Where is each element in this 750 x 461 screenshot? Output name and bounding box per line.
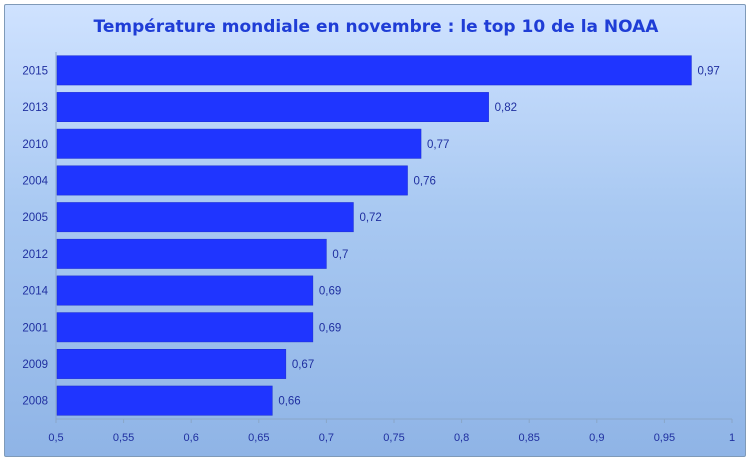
x-tick-label: 0,55 (113, 432, 134, 444)
x-tick-label: 0,95 (654, 432, 675, 444)
x-tick-label: 1 (729, 432, 735, 444)
category-label-2015: 2015 (22, 65, 48, 77)
data-label-2015: 0,97 (697, 65, 719, 77)
category-label-2009: 2009 (22, 359, 48, 371)
x-tick-label: 0,75 (383, 432, 404, 444)
x-tick-label: 0,6 (184, 432, 199, 444)
data-label-2008: 0,66 (278, 396, 300, 408)
category-label-2001: 2001 (22, 322, 48, 334)
bar-2010 (56, 128, 422, 159)
bar-2015 (56, 55, 692, 86)
bar-2014 (56, 275, 314, 306)
category-label-2014: 2014 (22, 286, 48, 298)
x-tick-label: 0,5 (48, 432, 63, 444)
x-tick-label: 0,7 (319, 432, 334, 444)
category-label-2004: 2004 (22, 175, 48, 187)
data-label-2004: 0,76 (414, 175, 436, 187)
data-label-2014: 0,69 (319, 286, 341, 298)
x-tick-label: 0,85 (518, 432, 539, 444)
data-label-2009: 0,67 (292, 359, 314, 371)
data-label-2001: 0,69 (319, 322, 341, 334)
bar-2001 (56, 312, 314, 343)
data-label-2012: 0,7 (332, 249, 348, 261)
category-label-2008: 2008 (22, 396, 48, 408)
category-label-2012: 2012 (22, 249, 48, 261)
category-label-2005: 2005 (22, 212, 48, 224)
category-label-2010: 2010 (22, 139, 48, 151)
data-label-2005: 0,72 (359, 212, 381, 224)
chart-title: Température mondiale en novembre : le to… (93, 17, 659, 37)
bar-2004 (56, 165, 408, 196)
bar-2008 (56, 385, 273, 416)
chart-area: Température mondiale en novembre : le to… (4, 4, 746, 457)
bar-2009 (56, 349, 287, 379)
category-label-2013: 2013 (22, 102, 48, 114)
x-tick-label: 0,9 (589, 432, 604, 444)
data-label-2013: 0,82 (495, 102, 517, 114)
data-label-2010: 0,77 (427, 139, 449, 151)
x-tick-label: 0,8 (454, 432, 469, 444)
bar-2005 (56, 202, 354, 233)
bar-2013 (56, 92, 489, 122)
bar-2012 (56, 238, 327, 269)
x-tick-label: 0,65 (248, 432, 269, 444)
